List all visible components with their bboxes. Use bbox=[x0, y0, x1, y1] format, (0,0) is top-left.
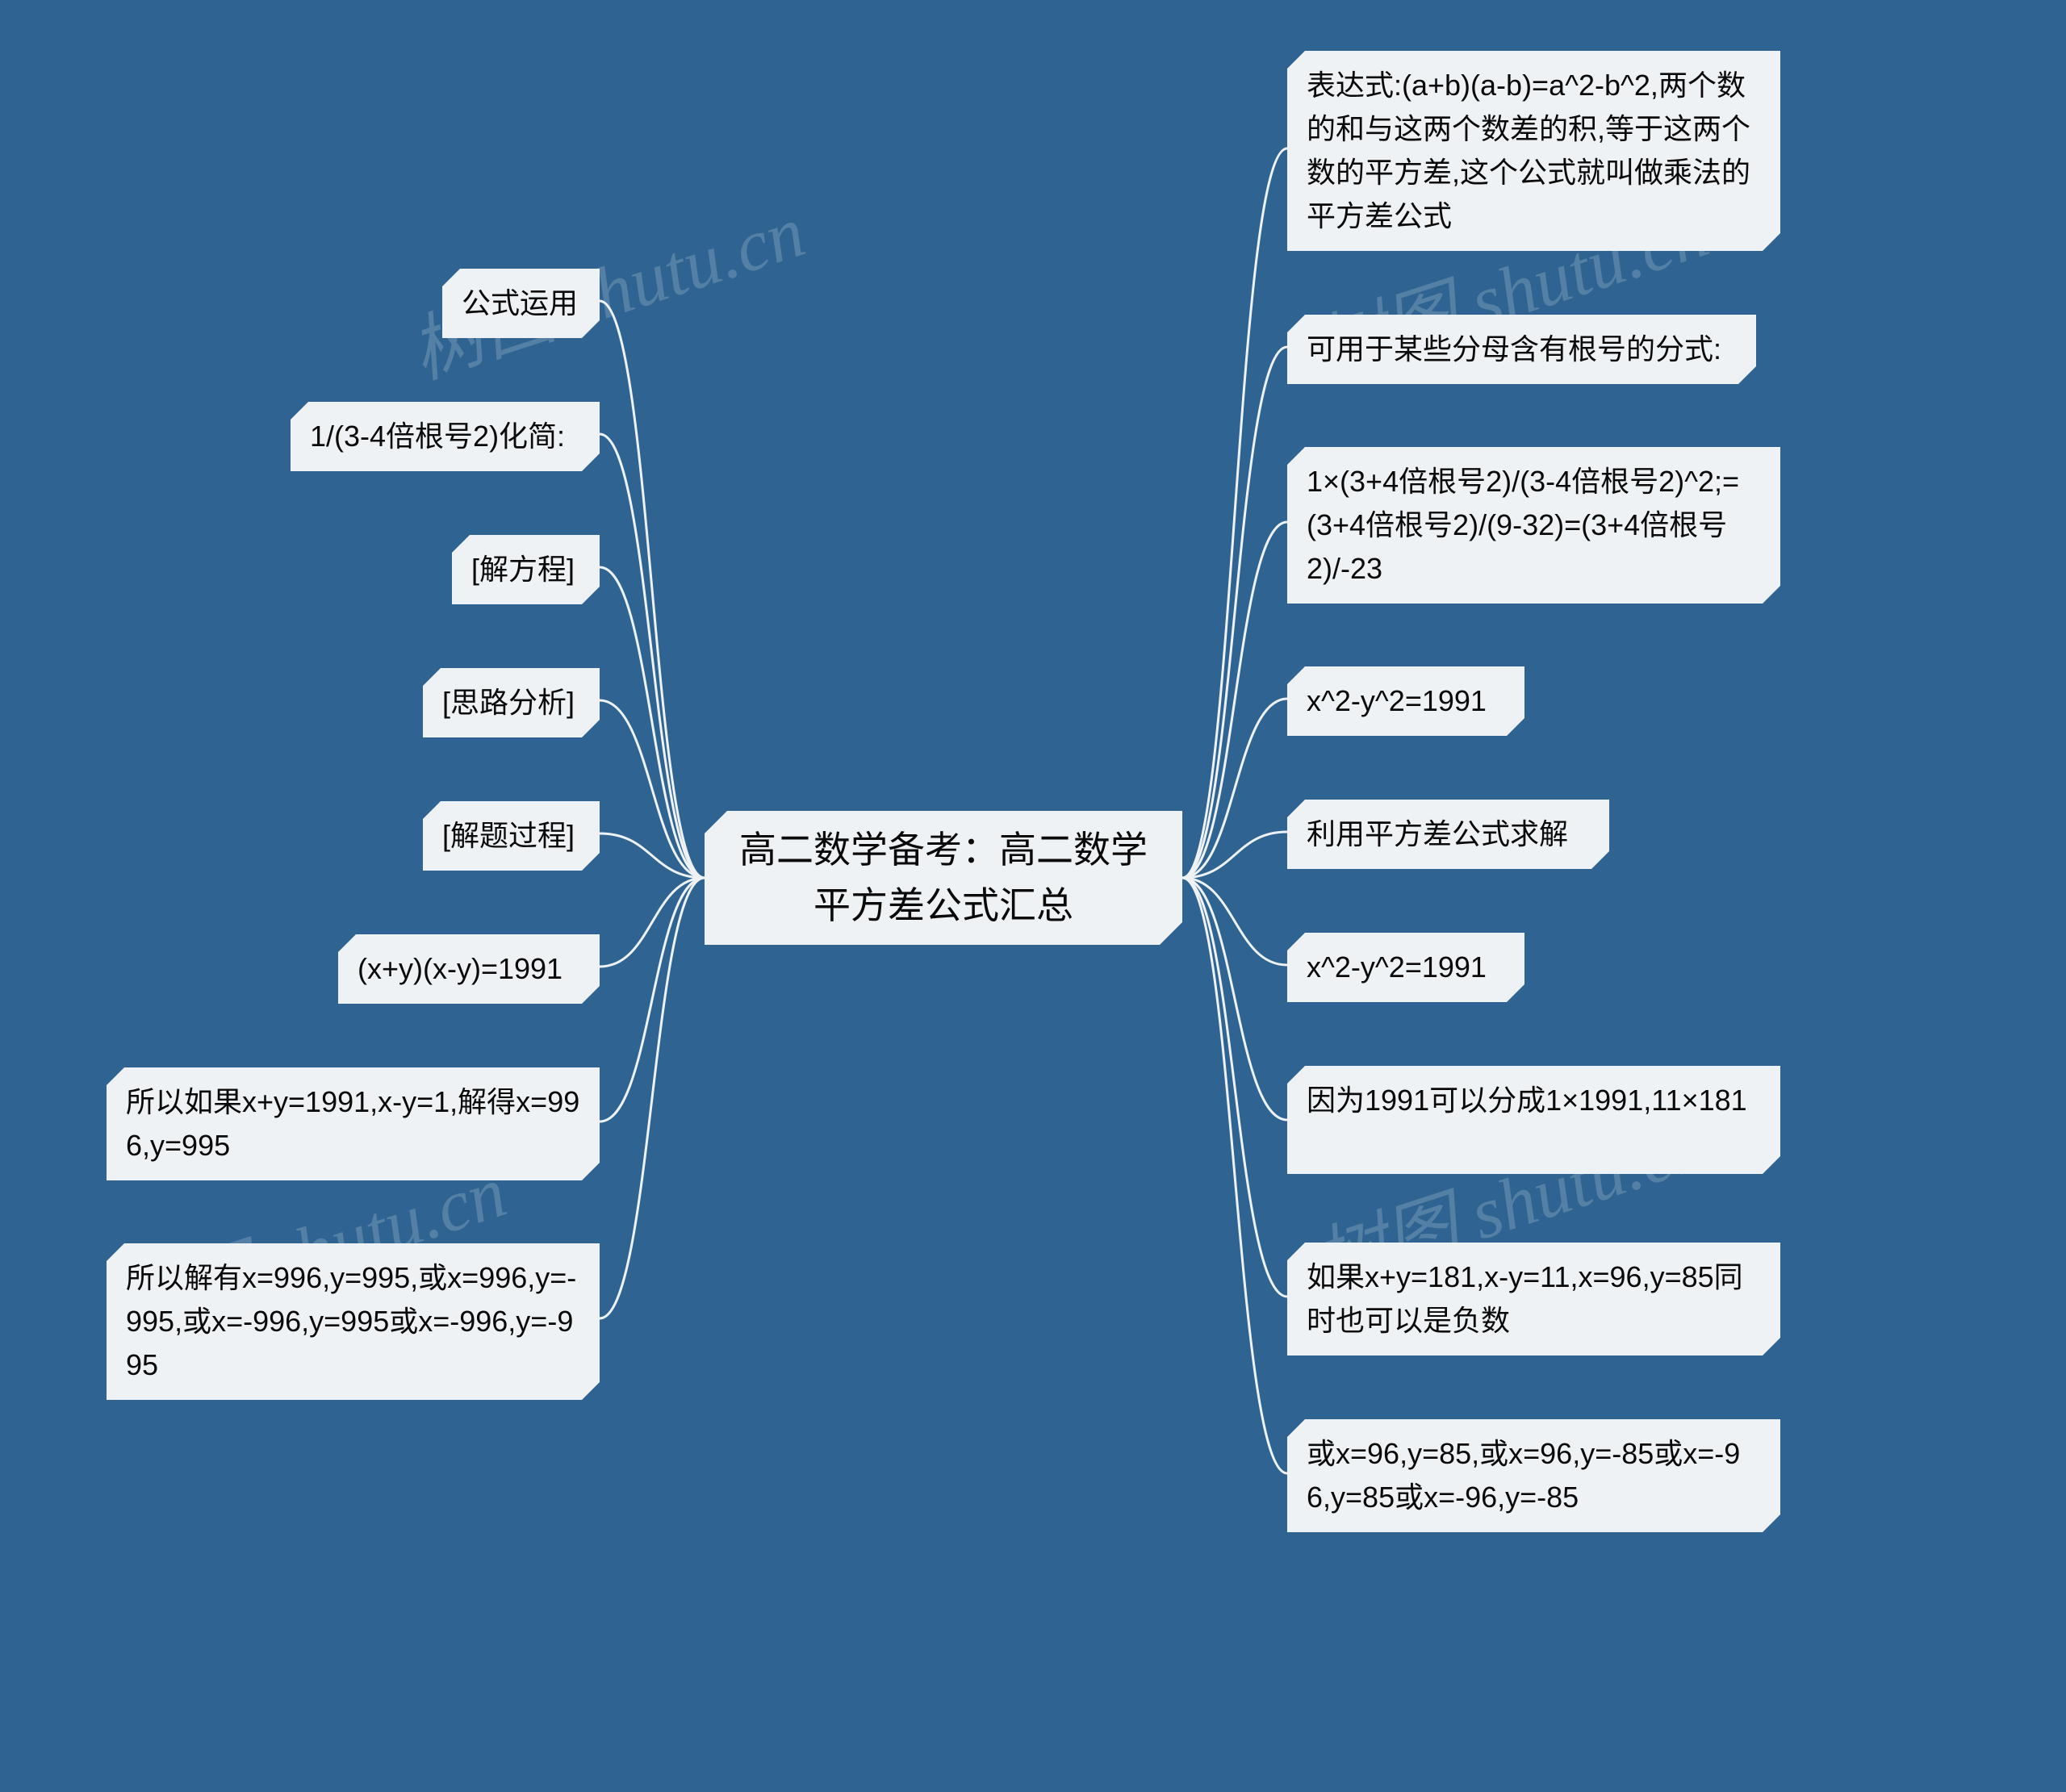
child-node-text: 公式运用 bbox=[462, 286, 578, 320]
mindmap-link bbox=[1182, 699, 1287, 878]
mindmap-link bbox=[1182, 347, 1287, 878]
center-node[interactable]: 高二数学备考：高二数学 平方差公式汇总 bbox=[705, 811, 1182, 945]
child-node-text: 利用平方差公式求解 bbox=[1307, 817, 1568, 850]
child-node-text: x^2-y^2=1991 bbox=[1307, 950, 1487, 984]
child-node[interactable]: [思路分析] bbox=[423, 668, 600, 737]
child-node-text: [解方程] bbox=[471, 553, 575, 586]
child-node[interactable]: 所以解有x=996,y=995,或x=996,y=-995,或x=-996,y=… bbox=[107, 1243, 600, 1400]
child-node-text: (x+y)(x-y)=1991 bbox=[358, 952, 563, 985]
child-node[interactable]: 因为1991可以分成1×1991,11×181 bbox=[1287, 1066, 1780, 1174]
mindmap-link bbox=[1182, 878, 1287, 965]
child-node[interactable]: 如果x+y=181,x-y=11,x=96,y=85同时也可以是负数 bbox=[1287, 1243, 1780, 1355]
child-node[interactable]: 公式运用 bbox=[442, 269, 600, 338]
mindmap-link bbox=[1182, 522, 1287, 878]
child-node[interactable]: x^2-y^2=1991 bbox=[1287, 666, 1524, 736]
child-node[interactable]: [解方程] bbox=[452, 535, 600, 604]
child-node-text: 如果x+y=181,x-y=11,x=96,y=85同时也可以是负数 bbox=[1307, 1260, 1743, 1337]
mindmap-link bbox=[1182, 878, 1287, 1297]
child-node[interactable]: 可用于某些分母含有根号的分式: bbox=[1287, 315, 1756, 384]
child-node[interactable]: 表达式:(a+b)(a-b)=a^2-b^2,两个数的和与这两个数差的积,等于这… bbox=[1287, 51, 1780, 251]
child-node-text: 所以如果x+y=1991,x-y=1,解得x=996,y=995 bbox=[126, 1085, 579, 1162]
child-node-text: 1/(3-4倍根号2)化简: bbox=[310, 420, 565, 453]
mindmap-link bbox=[1182, 148, 1287, 878]
mindmap-link bbox=[1182, 878, 1287, 1120]
child-node[interactable]: x^2-y^2=1991 bbox=[1287, 933, 1524, 1002]
child-node[interactable]: (x+y)(x-y)=1991 bbox=[338, 934, 600, 1004]
child-node[interactable]: 利用平方差公式求解 bbox=[1287, 800, 1609, 869]
mindmap-canvas: 树图 shutu.cn树图 shutu.cn树图 shutu.cn树图 shut… bbox=[0, 0, 2066, 1792]
mindmap-link bbox=[1182, 878, 1287, 1473]
mindmap-link bbox=[600, 700, 705, 878]
mindmap-link bbox=[1182, 832, 1287, 878]
mindmap-link bbox=[600, 434, 705, 878]
child-node[interactable]: 1/(3-4倍根号2)化简: bbox=[291, 402, 600, 471]
mindmap-link bbox=[600, 567, 705, 878]
child-node-text: 可用于某些分母含有根号的分式: bbox=[1307, 332, 1721, 366]
child-node-text: x^2-y^2=1991 bbox=[1307, 684, 1487, 717]
mindmap-link bbox=[600, 878, 705, 1318]
child-node-text: 所以解有x=996,y=995,或x=996,y=-995,或x=-996,y=… bbox=[126, 1261, 576, 1381]
child-node-text: 1×(3+4倍根号2)/(3-4倍根号2)^2;=(3+4倍根号2)/(9-32… bbox=[1307, 465, 1739, 585]
child-node[interactable]: [解题过程] bbox=[423, 801, 600, 871]
child-node[interactable]: 或x=96,y=85,或x=96,y=-85或x=-96,y=85或x=-96,… bbox=[1287, 1419, 1780, 1532]
child-node-text: 或x=96,y=85,或x=96,y=-85或x=-96,y=85或x=-96,… bbox=[1307, 1437, 1740, 1514]
mindmap-link bbox=[600, 878, 705, 1122]
mindmap-link bbox=[600, 833, 705, 878]
child-node-text: [思路分析] bbox=[442, 686, 575, 719]
child-node-text: [解题过程] bbox=[442, 819, 575, 852]
mindmap-link bbox=[600, 878, 705, 967]
child-node[interactable]: 所以如果x+y=1991,x-y=1,解得x=996,y=995 bbox=[107, 1067, 600, 1180]
child-node-text: 因为1991可以分成1×1991,11×181 bbox=[1307, 1084, 1747, 1117]
child-node[interactable]: 1×(3+4倍根号2)/(3-4倍根号2)^2;=(3+4倍根号2)/(9-32… bbox=[1287, 447, 1780, 604]
center-node-text: 高二数学备考：高二数学 平方差公式汇总 bbox=[739, 822, 1148, 934]
mindmap-link bbox=[600, 301, 705, 878]
child-node-text: 表达式:(a+b)(a-b)=a^2-b^2,两个数的和与这两个数差的积,等于这… bbox=[1307, 69, 1750, 232]
